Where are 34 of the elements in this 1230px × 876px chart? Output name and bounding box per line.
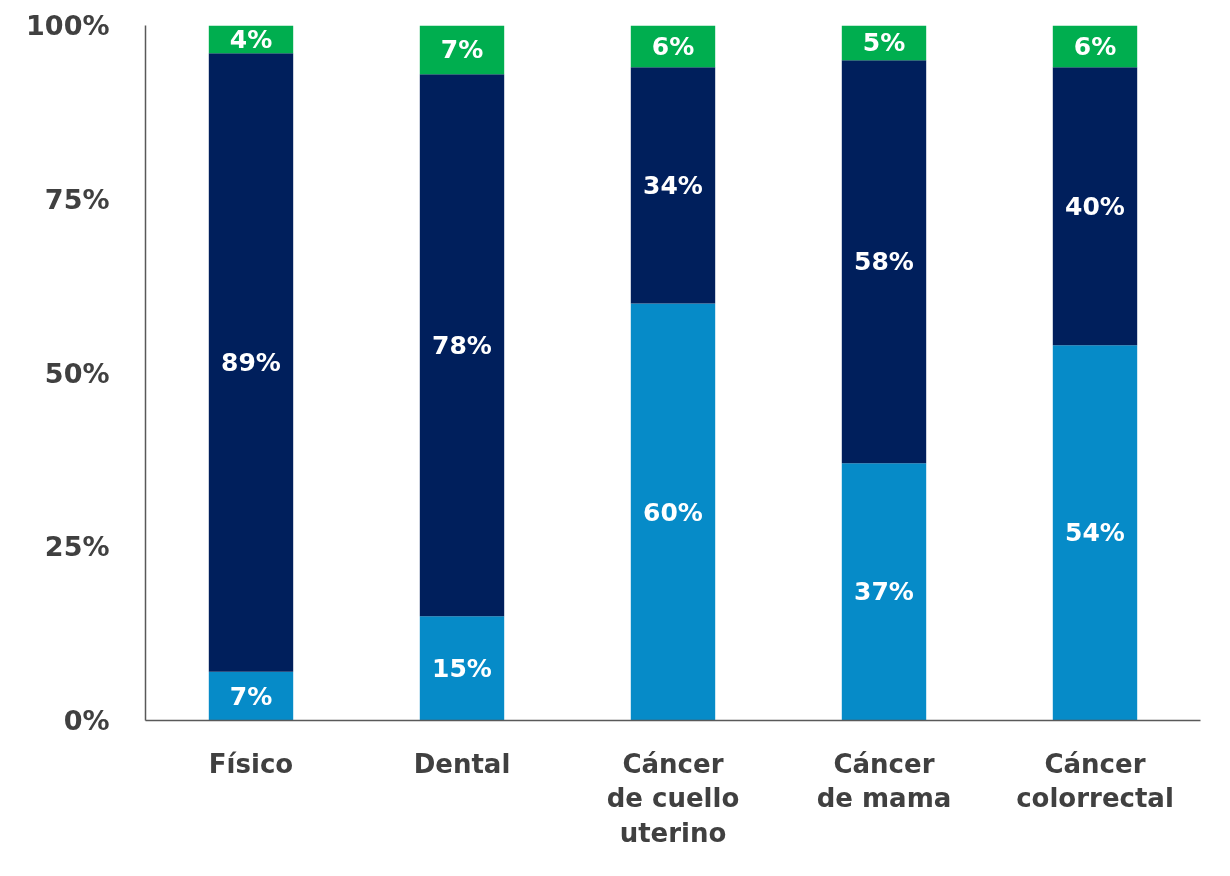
data-label: 37% — [854, 577, 914, 607]
x-tick-label: Cáncer de mama — [816, 748, 952, 813]
y-tick-label: 75% — [44, 183, 110, 215]
bar — [419, 74, 505, 617]
data-label: 58% — [854, 247, 914, 277]
data-label: 40% — [1065, 191, 1125, 221]
x-tick-label: Físico — [208, 748, 294, 779]
data-label: 4% — [229, 24, 273, 54]
y-tick-label: 0% — [63, 705, 110, 736]
data-label: 89% — [221, 348, 281, 378]
bar — [630, 303, 716, 721]
data-label: 7% — [440, 35, 484, 65]
bar — [841, 60, 927, 464]
x-tick-label: Dental — [413, 748, 511, 779]
data-label: 78% — [432, 330, 492, 360]
data-label: 34% — [643, 170, 703, 200]
y-tick-label: 25% — [44, 531, 110, 563]
bar — [208, 53, 294, 672]
data-label: 6% — [651, 31, 695, 61]
bar — [419, 616, 505, 721]
bar — [1052, 67, 1138, 346]
bar — [630, 67, 716, 304]
x-tick-label: Cáncer de cuello uterino — [606, 748, 740, 848]
x-tick-label: Cáncer colorrectal — [1016, 748, 1174, 813]
bar — [841, 463, 927, 721]
bar — [1052, 345, 1138, 721]
data-label: 6% — [1073, 31, 1117, 61]
data-label: 15% — [432, 653, 492, 683]
y-tick-label: 50% — [44, 357, 110, 389]
y-tick-label: 100% — [26, 10, 110, 41]
data-label: 60% — [643, 497, 703, 527]
data-label: 54% — [1065, 518, 1125, 548]
data-label: 7% — [229, 681, 273, 711]
data-label: 5% — [862, 28, 906, 58]
